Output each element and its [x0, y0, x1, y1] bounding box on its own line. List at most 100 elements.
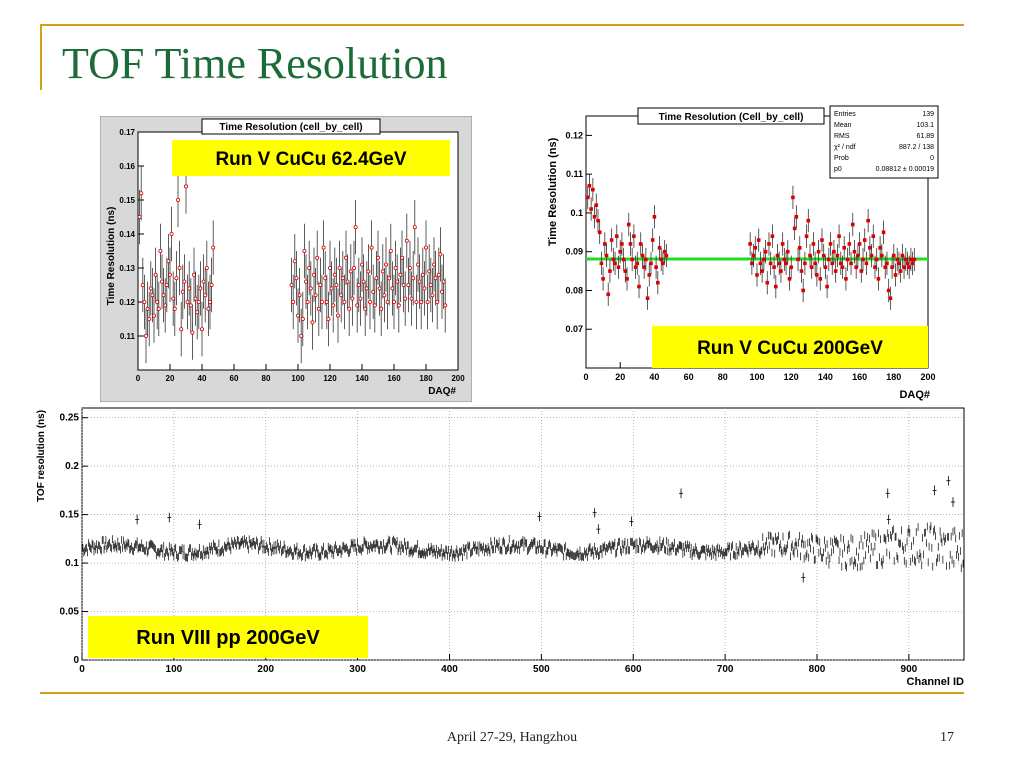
data-point [302, 248, 307, 253]
data-point [625, 277, 629, 281]
data-point [618, 249, 622, 254]
data-point [358, 296, 363, 301]
data-point [385, 299, 390, 304]
data-point [909, 257, 913, 262]
data-point [180, 289, 185, 294]
data-point [372, 303, 377, 308]
data-point [782, 257, 787, 262]
data-point [883, 265, 888, 269]
data-point [158, 248, 163, 253]
data-point [797, 246, 802, 250]
bottom-rule [40, 692, 964, 694]
data-point [147, 316, 152, 321]
data-point [334, 282, 339, 287]
data-point [441, 279, 446, 284]
data-point [611, 257, 616, 262]
data-point [803, 261, 807, 266]
data-point [307, 265, 312, 270]
data-point [192, 272, 197, 277]
data-point [401, 282, 406, 287]
data-point [208, 299, 213, 304]
x-tick-label: 60 [230, 374, 239, 383]
data-point [190, 330, 195, 335]
data-point [828, 242, 833, 246]
data-point [650, 238, 655, 242]
data-point [364, 286, 369, 291]
data-point [856, 253, 860, 258]
data-point [608, 269, 612, 273]
stats-value: 887.2 / 138 [899, 144, 934, 151]
data-point [148, 286, 153, 291]
plot-area: 0 100 200 300 400 500 600 700 800 900 0 0.05 0.1 0.15… [60, 408, 964, 675]
data-point [871, 234, 876, 238]
data-point [415, 262, 420, 267]
y-axis-label: Time Resolution (ns) [106, 207, 117, 306]
data-point [172, 306, 177, 311]
x-tick-label: 20 [166, 374, 175, 383]
data-point [830, 261, 835, 266]
data-point [652, 215, 657, 219]
data-point [796, 257, 800, 262]
data-point [760, 269, 764, 273]
data-point [640, 253, 645, 258]
data-point [326, 316, 331, 321]
data-point [339, 293, 344, 298]
data-point [903, 257, 908, 262]
data-point [211, 245, 216, 250]
data-point [880, 253, 884, 258]
y-axis-label: Time Resolution (ns) [547, 137, 559, 246]
data-point [775, 253, 780, 258]
data-point [375, 255, 380, 260]
data-point [337, 265, 342, 270]
data-point [649, 261, 653, 266]
data-point [153, 272, 158, 277]
data-point [592, 215, 597, 219]
x-tick-label: 40 [198, 374, 207, 383]
data-point [765, 280, 770, 285]
x-tick-label: 100 [749, 372, 764, 382]
data-point [809, 265, 814, 269]
data-point [443, 303, 448, 308]
x-tick-label: 200 [920, 372, 935, 382]
data-point [348, 269, 353, 274]
data-point [419, 299, 424, 304]
data-point [417, 279, 422, 284]
data-point [840, 265, 845, 269]
data-point [888, 296, 893, 301]
data-point [359, 262, 364, 267]
data-point [763, 249, 768, 254]
data-point [647, 273, 652, 277]
data-point [350, 296, 355, 301]
data-point [601, 277, 605, 281]
x-tick-label: 120 [323, 374, 337, 383]
data-point [321, 245, 326, 250]
y-tick-label: 0.11 [566, 169, 583, 179]
y-tick-label: 0.1 [570, 208, 583, 218]
data-point [832, 249, 836, 254]
data-point [910, 261, 915, 266]
data-point [767, 242, 771, 246]
data-point [435, 299, 440, 304]
y-tick-label: 0.2 [65, 461, 79, 472]
data-point [835, 253, 840, 258]
data-point [825, 284, 829, 289]
data-point [594, 203, 599, 207]
data-point [340, 276, 345, 281]
data-point [174, 276, 179, 281]
data-point [182, 279, 187, 284]
data-point [371, 289, 376, 294]
data-point [289, 282, 294, 287]
data-point [361, 279, 366, 284]
footer-date-location: April 27-29, Hangzhou [446, 730, 578, 745]
data-point [806, 218, 811, 223]
data-point [656, 280, 660, 285]
data-point [414, 299, 419, 304]
data-point [403, 296, 408, 301]
data-point [427, 269, 432, 274]
data-point [295, 313, 300, 318]
data-point [177, 265, 182, 270]
y-axis-label: TOF resolution (ns) [36, 410, 47, 502]
data-point [161, 293, 166, 298]
data-point [792, 226, 797, 231]
data-point [313, 293, 318, 298]
